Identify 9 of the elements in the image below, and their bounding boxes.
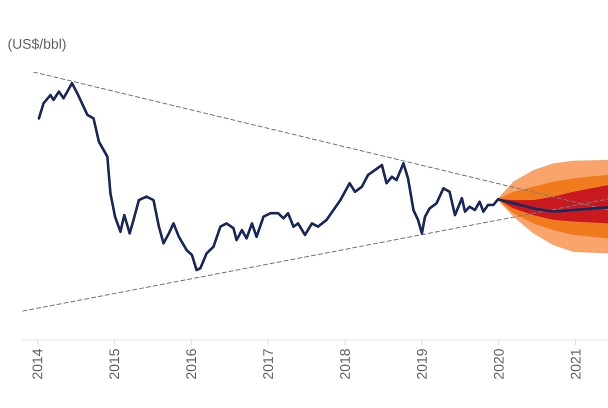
x-tick-label: 2015	[109, 349, 120, 379]
x-tick-label: 2021	[570, 349, 581, 379]
x-tick-label: 2016	[186, 349, 196, 379]
x-tick-label: 2020	[494, 349, 504, 379]
x-tick-label: 2018	[340, 349, 350, 379]
x-tick-label: 2014	[32, 348, 42, 379]
x-tick-label: 2017	[263, 349, 274, 379]
y-axis-title: (US$/bbl)	[8, 38, 66, 52]
x-tick-label: 2019	[416, 349, 427, 379]
